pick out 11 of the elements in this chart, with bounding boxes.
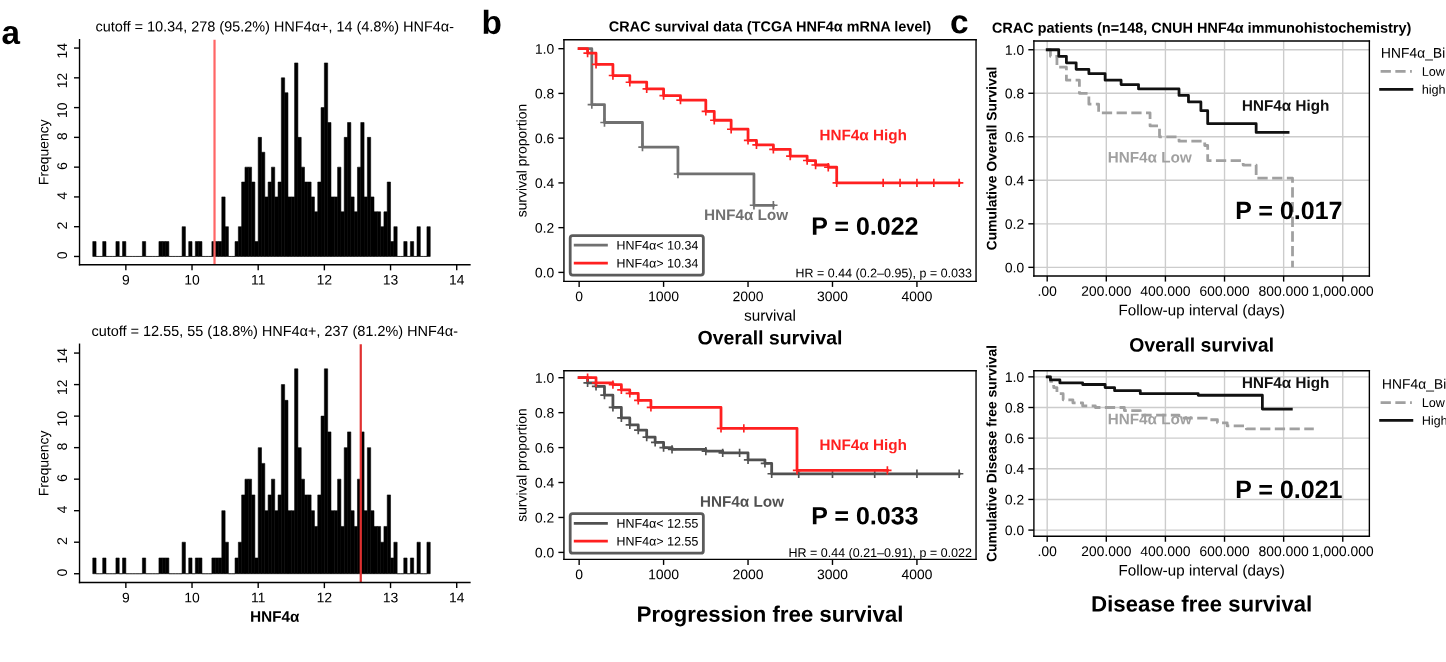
annotation: P = 0.022 xyxy=(812,217,918,235)
text: c xyxy=(951,15,968,34)
text: Overall survival xyxy=(698,330,842,345)
text: Overall survival xyxy=(1130,337,1273,352)
annotation: P = 0.017 xyxy=(1236,201,1342,220)
text: b xyxy=(483,9,501,35)
text: Disease free survival xyxy=(1092,595,1311,612)
text: Progression free survival xyxy=(638,605,902,627)
annotation: P = 0.021 xyxy=(1236,480,1342,499)
annotation: P = 0.033 xyxy=(812,506,918,525)
text: a xyxy=(2,25,21,45)
